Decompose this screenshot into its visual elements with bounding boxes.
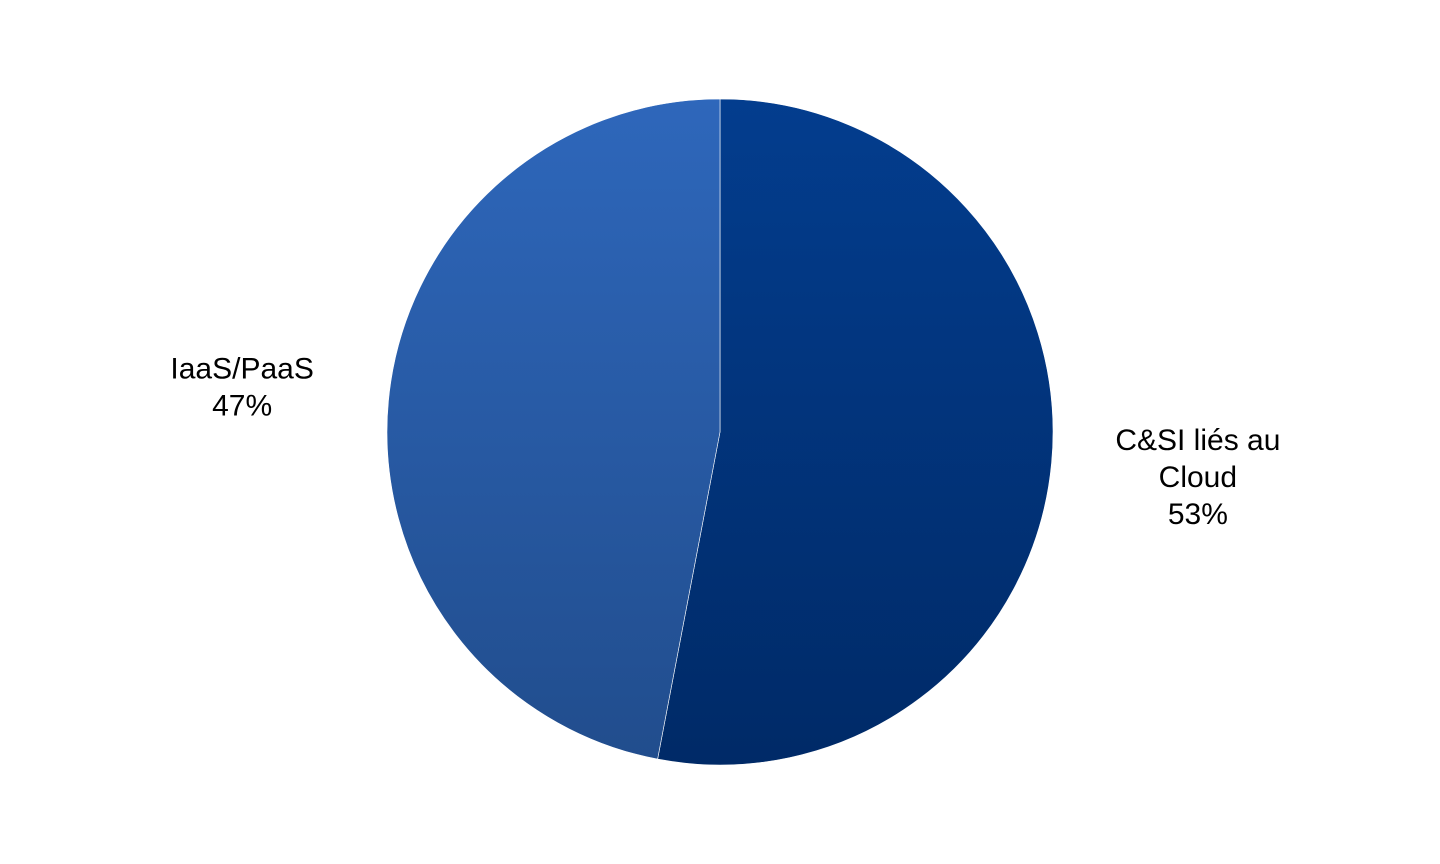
slice-percent-0: 53% [1168, 498, 1228, 531]
slice-label-1: IaaS/PaaS 47% [170, 352, 313, 422]
slice-percent-1: 47% [212, 389, 272, 422]
slices-layer [386, 98, 1054, 766]
pie-slice-0 [657, 98, 1054, 766]
slice-name-line-0-1: Cloud [1159, 461, 1237, 494]
pie-slice-1 [386, 98, 721, 760]
labels-layer: C&SI liés au Cloud 53% IaaS/PaaS 47% [170, 352, 1280, 531]
slice-name-line-0-0: C&SI liés au [1115, 424, 1280, 457]
slice-label-0: C&SI liés au Cloud 53% [1115, 424, 1280, 531]
slice-name-line-1-0: IaaS/PaaS [170, 352, 313, 385]
